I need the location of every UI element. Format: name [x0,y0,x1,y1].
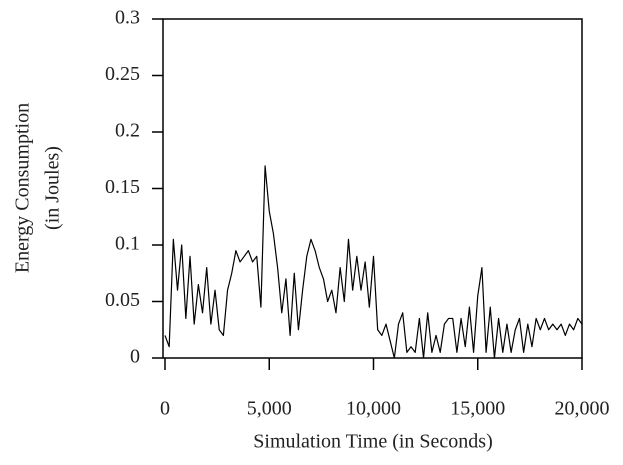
x-tick-label: 5,000 [247,398,292,420]
x-tick-label: 20,000 [555,398,610,420]
data-line [164,165,583,359]
y-tick-label: 0.2 [115,120,140,142]
y-tick-label: 0 [130,346,140,368]
y-axis-label: Energy Consumption [12,103,34,273]
y-tick-label: 0.25 [105,63,140,85]
y-tick-label: 0.1 [115,233,140,255]
x-tick-label: 0 [160,398,170,420]
x-tick-label: 15,000 [450,398,505,420]
y-tick-label: 0.05 [105,289,140,311]
y-axis-label: (in Joules) [42,146,64,230]
y-tick-label: 0.3 [115,7,140,29]
x-tick-label: 10,000 [346,398,401,420]
x-axis-label: Simulation Time (in Seconds) [253,431,492,453]
y-tick-label: 0.15 [105,176,140,198]
